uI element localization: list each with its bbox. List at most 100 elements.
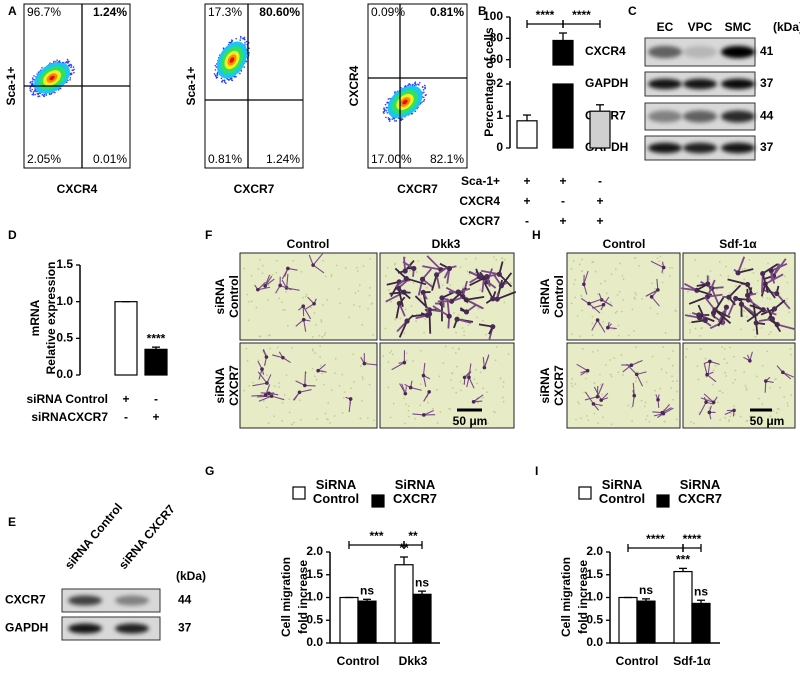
pore [359, 365, 362, 368]
pore [410, 305, 413, 308]
pore [580, 417, 582, 420]
pore [319, 364, 322, 367]
pore [503, 301, 506, 304]
pore [367, 417, 369, 419]
pore [257, 268, 260, 271]
pore [787, 404, 789, 407]
pore [278, 382, 280, 384]
x-tick-label: Control [616, 654, 659, 668]
plot-frame [367, 3, 468, 169]
pore [502, 400, 505, 403]
pore [267, 298, 270, 301]
event-dot [387, 117, 390, 119]
lane-label: SMC [725, 20, 752, 34]
event-dot [423, 98, 426, 101]
blot-band [721, 45, 755, 59]
pore [368, 294, 371, 297]
event-dot [34, 93, 36, 96]
pore [388, 351, 391, 354]
pore [789, 347, 792, 350]
pore [754, 335, 757, 338]
pore [292, 259, 295, 262]
pore [743, 267, 746, 270]
y-tick-label: 0.0 [56, 367, 73, 381]
column-label: Sdf-1α [719, 237, 757, 251]
pore [767, 262, 769, 265]
pore [454, 352, 457, 354]
cell-body [656, 288, 660, 292]
pore [361, 399, 364, 402]
bar [144, 348, 168, 376]
event-dot [235, 37, 237, 40]
pore [659, 387, 662, 390]
pore [262, 400, 265, 402]
pore [574, 278, 577, 281]
pore [466, 270, 469, 273]
bar [589, 110, 611, 149]
pore [602, 320, 605, 323]
pore [610, 273, 613, 276]
pore [439, 411, 442, 413]
pore [248, 384, 251, 387]
pore [384, 274, 387, 277]
pore [725, 265, 727, 268]
y-tick-label: 1 [496, 108, 503, 122]
cell-process [303, 319, 307, 332]
pore [704, 357, 707, 360]
pore [725, 375, 727, 377]
pore [790, 353, 792, 356]
pore [654, 287, 656, 290]
pore [610, 375, 613, 378]
cell-body [702, 317, 708, 324]
blot-band [648, 142, 682, 154]
pore [259, 258, 261, 261]
event-dot [421, 101, 423, 103]
pore [243, 389, 246, 392]
cell-body [263, 284, 267, 288]
event-dot [33, 75, 35, 77]
cell-process [468, 363, 472, 378]
pore [257, 359, 260, 362]
event-dot [387, 101, 389, 104]
pore [778, 408, 781, 411]
panel-letter: B [478, 4, 487, 18]
blot-band [683, 78, 717, 90]
event-dot [222, 47, 225, 50]
pore [404, 308, 407, 311]
cell-body [587, 301, 591, 306]
legend-swatch [578, 486, 592, 500]
kda-label: 37 [178, 621, 192, 635]
event-dot [388, 120, 391, 122]
cell-process [272, 354, 284, 359]
event-dot [424, 84, 426, 87]
pore [501, 396, 504, 399]
pore [353, 304, 355, 306]
event-dot [423, 91, 425, 94]
row-label: CXCR7 [227, 365, 241, 406]
cell-process [500, 272, 513, 287]
pore [752, 272, 755, 274]
pore [311, 348, 314, 350]
cell-process [496, 291, 517, 300]
pore [419, 349, 422, 352]
pore [606, 292, 608, 295]
pore [423, 331, 425, 334]
pore [432, 407, 434, 410]
pore [442, 362, 445, 364]
significance-label: ns [694, 584, 708, 598]
condition-mark: + [152, 410, 159, 424]
pore [622, 298, 625, 301]
y-tick-label: 2.0 [586, 544, 603, 558]
cell-body [301, 317, 306, 322]
pore [784, 275, 786, 278]
pore [645, 418, 647, 421]
event-dot [385, 116, 387, 119]
pore [638, 264, 640, 267]
cell-process [632, 395, 635, 407]
pore [634, 380, 637, 383]
pore [635, 346, 637, 349]
pore [599, 383, 602, 386]
cell-body [303, 383, 307, 388]
panel-letter: G [205, 464, 214, 478]
